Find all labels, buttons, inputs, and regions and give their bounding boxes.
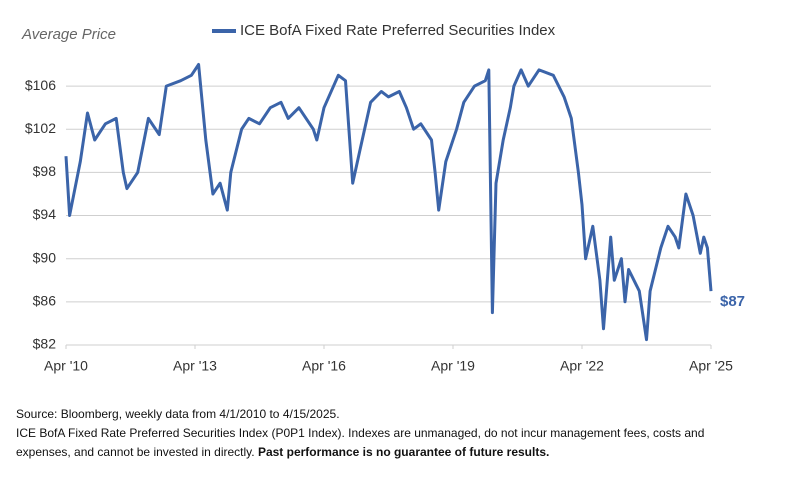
x-tick-label: Apr '10	[44, 358, 88, 374]
x-tick-label: Apr '22	[560, 358, 604, 374]
last-value-label: $87	[720, 293, 745, 310]
chart: Average Price $82 $86 $90 $94 $98 $102 $106 Apr…	[21, 22, 745, 374]
y-tick-label: $90	[33, 249, 57, 265]
footnotes: Source: Bloomberg, weekly data from 4/1/…	[16, 405, 756, 462]
note: ICE BofA Fixed Rate Preferred Securities…	[16, 424, 756, 462]
y-axis-label: Average Price	[21, 26, 116, 43]
y-tick-label: $98	[33, 163, 57, 179]
legend-label: ICE BofA Fixed Rate Preferred Securities…	[240, 22, 556, 39]
x-tick-label: Apr '13	[173, 358, 217, 374]
series-line	[64, 63, 713, 342]
y-tick-label: $106	[25, 77, 56, 93]
x-tick-label: Apr '16	[302, 358, 346, 374]
y-tick-label: $94	[33, 206, 57, 222]
y-tick-label: $102	[25, 120, 56, 136]
source: Source: Bloomberg, weekly data from 4/1/…	[16, 407, 340, 421]
x-tick-label: Apr '19	[431, 358, 475, 374]
note-text: ICE BofA Fixed Rate Preferred Securities…	[16, 426, 705, 459]
y-tick-label: $86	[33, 293, 57, 309]
x-tick-label: Apr '25	[689, 358, 733, 374]
disclaimer: Past performance is no guarantee of futu…	[257, 445, 550, 459]
y-tick-label: $82	[33, 336, 57, 352]
